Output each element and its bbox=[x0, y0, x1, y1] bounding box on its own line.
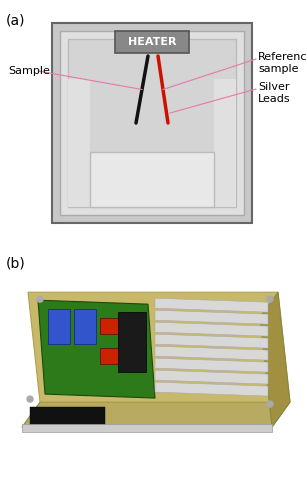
Bar bbox=[118, 312, 146, 372]
Circle shape bbox=[267, 296, 273, 302]
Text: Reference
sample: Reference sample bbox=[258, 52, 306, 74]
Bar bbox=[68, 79, 90, 207]
Bar bbox=[214, 79, 236, 207]
Text: Sample: Sample bbox=[8, 66, 50, 76]
Bar bbox=[115, 31, 189, 53]
Polygon shape bbox=[260, 292, 290, 427]
Text: Silver
Leads: Silver Leads bbox=[258, 82, 291, 104]
Text: (b): (b) bbox=[6, 256, 26, 270]
Polygon shape bbox=[155, 382, 268, 396]
Polygon shape bbox=[155, 346, 268, 360]
Text: (a): (a) bbox=[6, 13, 25, 27]
Circle shape bbox=[27, 396, 33, 402]
Bar bbox=[68, 39, 236, 207]
Bar bbox=[60, 31, 244, 215]
Bar bbox=[74, 309, 96, 344]
Bar bbox=[52, 23, 252, 223]
Polygon shape bbox=[155, 358, 268, 372]
Text: HEATER: HEATER bbox=[128, 37, 176, 47]
Bar bbox=[30, 407, 105, 425]
Polygon shape bbox=[28, 292, 290, 402]
Polygon shape bbox=[155, 334, 268, 348]
Bar bbox=[90, 152, 214, 207]
Bar bbox=[100, 348, 118, 364]
Polygon shape bbox=[22, 402, 290, 427]
Bar bbox=[48, 309, 70, 344]
Polygon shape bbox=[155, 298, 268, 312]
Polygon shape bbox=[155, 322, 268, 336]
Polygon shape bbox=[38, 300, 155, 398]
Circle shape bbox=[267, 401, 273, 407]
Polygon shape bbox=[155, 310, 268, 324]
Polygon shape bbox=[155, 370, 268, 384]
Circle shape bbox=[37, 296, 43, 302]
Polygon shape bbox=[22, 424, 272, 432]
Bar bbox=[100, 318, 118, 334]
